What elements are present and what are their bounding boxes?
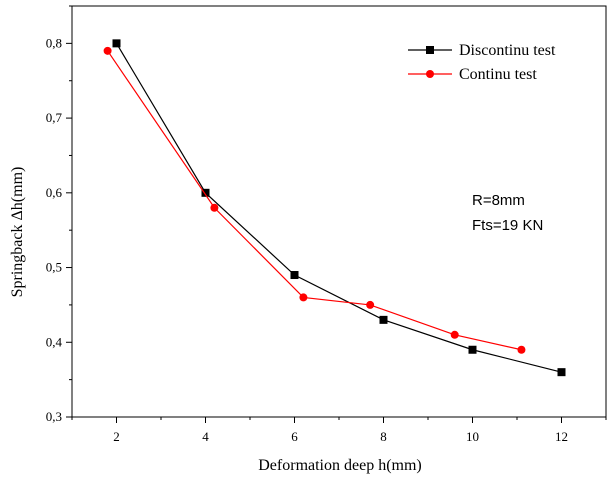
x-axis-title: Deformation deep h(mm) (258, 457, 422, 474)
legend-label-1: Discontinu test (459, 42, 556, 59)
x-tick-label: 10 (466, 429, 479, 444)
data-point-circle (517, 345, 526, 354)
series-line-2 (107, 50, 522, 351)
data-point-circle (366, 300, 375, 309)
legend-label-2: Continu test (459, 66, 537, 83)
annotation-force: Fts=19 KN (472, 217, 543, 234)
y-axis-title: Springback Δh(mm) (9, 167, 26, 298)
data-point-circle (299, 293, 308, 302)
x-axis-ticks: 2 4 6 8 10 12 (71, 417, 607, 444)
data-point-circle (450, 330, 459, 339)
data-point-square (468, 345, 477, 354)
y-axis-ticks: 0,3 0,4 0,5 0,6 0,7 0,8 (46, 5, 72, 424)
y-tick-label: 0,7 (46, 110, 63, 125)
legend-marker-square (426, 46, 434, 54)
x-tick-label: 6 (291, 429, 298, 444)
y-tick-label: 0,4 (46, 334, 63, 349)
annotation-radius: R=8mm (472, 192, 525, 209)
legend: Discontinu test Continu test (408, 42, 556, 83)
x-tick-label: 12 (555, 429, 568, 444)
x-tick-label: 4 (202, 429, 209, 444)
data-point-circle (103, 46, 112, 55)
data-point-square (379, 315, 388, 324)
series-layer (103, 39, 566, 377)
y-tick-label: 0,8 (46, 35, 62, 50)
data-point-square (112, 39, 121, 48)
data-point-circle (210, 203, 219, 212)
series-line-1 (115, 43, 562, 373)
data-point-square (201, 188, 210, 197)
y-tick-label: 0,6 (46, 185, 63, 200)
legend-marker-circle (426, 70, 434, 78)
x-tick-label: 2 (113, 429, 120, 444)
data-point-square (290, 271, 299, 280)
y-tick-label: 0,5 (46, 260, 62, 275)
x-tick-label: 8 (380, 429, 387, 444)
y-tick-label: 0,3 (46, 409, 62, 424)
data-point-square (557, 368, 566, 377)
